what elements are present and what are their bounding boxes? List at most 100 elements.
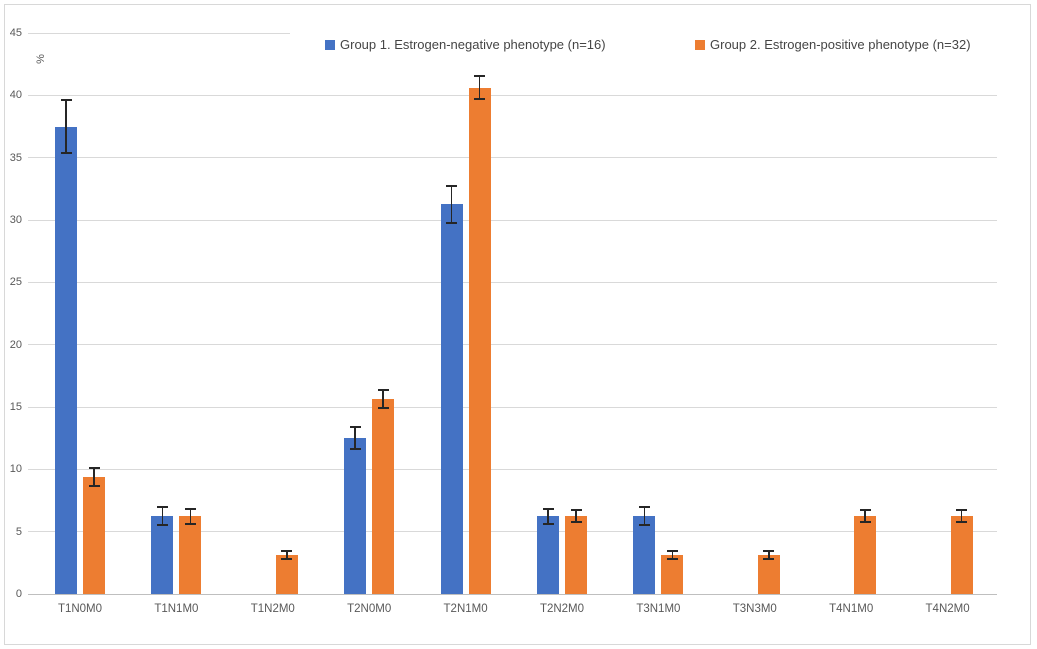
error-bar-line <box>864 509 866 523</box>
gridline <box>28 531 997 533</box>
error-bar-cap <box>60 151 72 154</box>
x-axis-category-label: T4N1M0 <box>829 603 874 615</box>
bar-group1-T2N1M0 <box>440 204 463 594</box>
legend-label-group2: Group 2. Estrogen-positive phenotype (n=… <box>710 37 971 52</box>
error-bar-cap <box>638 506 650 509</box>
error-bar-cap <box>666 550 678 553</box>
bar-group2-T2N0M0 <box>372 399 395 594</box>
error-bar-cap <box>156 506 168 509</box>
error-bar-cap <box>474 75 486 78</box>
gridline <box>28 406 997 408</box>
legend-item-group1: Group 1. Estrogen-negative phenotype (n=… <box>325 37 606 52</box>
x-axis-category-label: T3N3M0 <box>732 603 777 615</box>
bar-group2-T1N1M0 <box>179 516 202 594</box>
bar-group1-T2N0M0 <box>344 438 367 594</box>
error-bar-line <box>65 100 67 153</box>
y-axis-tick-label: 45 <box>9 27 22 39</box>
error-bar-line <box>960 509 963 523</box>
error-bar-cap <box>542 507 554 510</box>
y-axis-tick-label: 0 <box>15 588 22 600</box>
y-axis-tick-label: 15 <box>9 401 22 413</box>
error-bar-line <box>93 468 95 486</box>
error-bar-cap <box>763 557 775 560</box>
y-axis-tick-label: 35 <box>9 151 22 164</box>
bar-group2-T4N1M0 <box>854 516 877 594</box>
error-bar-cap <box>184 507 196 510</box>
error-bar-cap <box>956 508 968 511</box>
legend-label-group1: Group 1. Estrogen-negative phenotype (n=… <box>340 37 606 52</box>
bar-group2-T3N1M0 <box>661 555 684 594</box>
legend-swatch-group2-icon <box>695 39 705 50</box>
error-bar-cap <box>281 557 293 560</box>
error-bar-cap <box>474 97 486 100</box>
error-bar-cap <box>60 99 72 102</box>
x-axis-category-label: T2N2M0 <box>539 603 585 615</box>
bar-group2-T2N2M0 <box>565 516 587 594</box>
error-bar-cap <box>570 521 582 524</box>
error-bar-cap <box>570 508 582 511</box>
error-bar-line <box>478 76 481 99</box>
error-bar-line <box>671 551 674 559</box>
error-bar-line <box>643 507 646 525</box>
y-axis-tick-label: 25 <box>9 276 22 289</box>
error-bar-cap <box>377 389 389 392</box>
error-bar-line <box>286 551 288 559</box>
error-bar-cap <box>281 550 293 553</box>
error-bar-cap <box>666 557 678 560</box>
bar-group1-T1N0M0 <box>55 126 77 594</box>
error-bar-cap <box>377 406 389 409</box>
bar-group2-T4N2M0 <box>950 516 973 594</box>
error-bar-cap <box>956 521 968 524</box>
error-bar-line <box>450 185 453 224</box>
error-bar-line <box>189 508 192 524</box>
gridline <box>28 468 997 470</box>
x-axis-category-label: T1N1M0 <box>154 603 199 615</box>
error-bar-cap <box>349 448 361 451</box>
error-bar-cap <box>156 523 168 526</box>
error-bar-cap <box>859 521 871 524</box>
error-bar-cap <box>638 523 650 526</box>
error-bar-cap <box>446 184 458 187</box>
legend-swatch-group1-icon <box>325 39 335 50</box>
x-axis-category-label: T3N1M0 <box>636 603 681 615</box>
error-bar-line <box>768 551 770 559</box>
error-bar-cap <box>349 425 361 428</box>
x-axis-category-label: T2N1M0 <box>443 603 488 615</box>
error-bar-cap <box>446 222 458 225</box>
error-bar-cap <box>859 508 871 511</box>
error-bar-line <box>382 390 384 408</box>
error-bar-cap <box>88 484 100 487</box>
error-bar-line <box>575 509 577 523</box>
gridline <box>28 219 997 221</box>
bar-group1-T3N1M0 <box>633 516 656 594</box>
x-axis-line <box>28 593 997 595</box>
legend-item-group2: Group 2. Estrogen-positive phenotype (n=… <box>695 37 971 52</box>
y-axis-tick-label: 40 <box>9 89 22 102</box>
error-bar-cap <box>88 467 100 470</box>
x-axis-category-label: T2N0M0 <box>347 603 392 615</box>
x-axis-category-label: T1N0M0 <box>57 603 103 615</box>
error-bar-line <box>547 508 549 524</box>
bar-group2-T1N2M0 <box>275 555 298 594</box>
gridline <box>28 344 997 346</box>
error-bar-cap <box>184 522 196 525</box>
y-axis-tick-label: 10 <box>9 463 22 476</box>
error-bar-line <box>161 507 164 525</box>
error-bar-cap <box>763 550 775 553</box>
x-axis-category-label: T1N2M0 <box>250 603 295 615</box>
bar-group2-T3N3M0 <box>757 555 780 594</box>
legend: Group 1. Estrogen-negative phenotype (n=… <box>290 26 1035 68</box>
bar-group2-T1N0M0 <box>83 477 105 594</box>
gridline <box>28 281 997 283</box>
bar-group1-T1N1M0 <box>151 516 174 594</box>
bar-group1-T2N2M0 <box>537 516 559 594</box>
error-bar-cap <box>542 522 554 525</box>
y-axis-tick-label: 20 <box>9 338 22 351</box>
bar-group2-T2N1M0 <box>468 87 491 594</box>
y-axis-tick-label: 5 <box>15 525 22 538</box>
gridline <box>28 94 997 96</box>
x-axis-category-label: T4N2M0 <box>925 603 970 615</box>
error-bar-line <box>354 426 356 450</box>
